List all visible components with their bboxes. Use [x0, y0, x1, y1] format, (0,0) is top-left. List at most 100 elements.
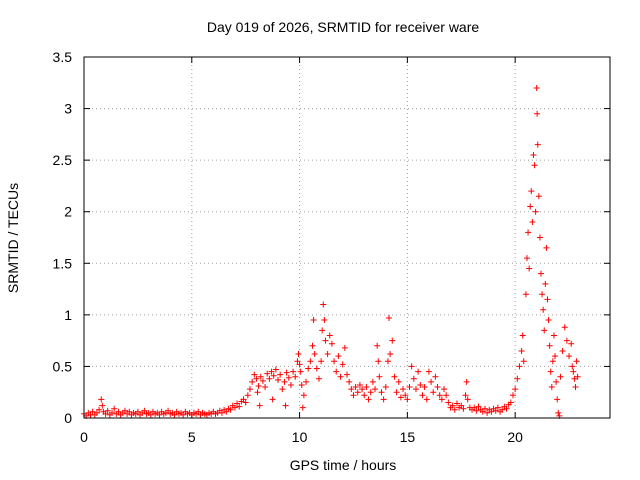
data-point: [259, 377, 266, 384]
y-tick-label: 2: [64, 204, 72, 220]
data-point: [96, 406, 103, 413]
data-point: [544, 296, 551, 303]
data-point: [294, 358, 301, 365]
data-point: [393, 389, 400, 396]
data-point: [98, 396, 105, 403]
y-tick-label: 3: [64, 101, 72, 117]
data-point: [234, 400, 241, 407]
data-point: [324, 351, 331, 358]
data-point: [99, 402, 106, 409]
data-point: [272, 366, 279, 373]
data-point: [512, 386, 519, 393]
data-point: [223, 408, 230, 415]
data-point: [387, 351, 394, 358]
data-point: [256, 402, 263, 409]
data-point: [180, 411, 187, 418]
data-point: [384, 358, 391, 365]
data-point: [102, 410, 109, 417]
data-point: [417, 381, 424, 388]
y-tick-label: 1: [64, 307, 72, 323]
data-point: [566, 353, 573, 360]
data-point: [479, 408, 486, 415]
data-point: [266, 375, 273, 382]
data-point: [147, 411, 154, 418]
data-point: [231, 404, 238, 411]
data-point: [134, 408, 141, 415]
data-point: [104, 407, 111, 414]
data-point: [552, 353, 559, 360]
data-point: [524, 255, 531, 262]
data-point: [165, 407, 172, 414]
data-point: [568, 340, 575, 347]
data-point: [555, 409, 562, 416]
data-point: [432, 373, 439, 380]
data-point: [352, 384, 359, 391]
data-point: [549, 358, 556, 365]
data-point: [554, 396, 561, 403]
data-point: [305, 365, 312, 372]
data-point: [525, 229, 532, 236]
data-point: [275, 376, 282, 383]
data-point: [527, 203, 534, 210]
data-point: [539, 291, 546, 298]
data-point: [536, 234, 543, 241]
data-point: [542, 280, 549, 287]
data-point: [488, 408, 495, 415]
data-point: [321, 317, 328, 324]
data-point: [242, 399, 249, 406]
data-point: [339, 361, 346, 368]
data-point: [282, 402, 289, 409]
data-point: [518, 347, 525, 354]
data-point: [93, 409, 100, 416]
y-tick-label: 1.5: [53, 255, 73, 271]
data-point: [430, 389, 437, 396]
data-point: [473, 407, 480, 414]
y-tick-label: 0.5: [53, 358, 73, 374]
data-point: [443, 392, 450, 399]
data-point: [109, 409, 116, 416]
data-point: [571, 375, 578, 382]
data-point: [561, 324, 568, 331]
data-point: [547, 368, 554, 375]
x-axis-label: GPS time / hours: [290, 457, 397, 473]
data-point: [121, 407, 128, 414]
data-point: [519, 332, 526, 339]
data-point: [331, 358, 338, 365]
data-point: [292, 373, 299, 380]
data-point: [322, 337, 329, 344]
data-point: [277, 371, 284, 378]
data-point: [389, 337, 396, 344]
data-point: [550, 332, 557, 339]
points-layer: [81, 84, 581, 419]
data-point: [509, 392, 516, 399]
data-point: [236, 403, 243, 410]
data-point: [453, 400, 460, 407]
data-point: [402, 392, 409, 399]
y-axis-label: SRMTID / TECUs: [5, 183, 21, 293]
data-point: [367, 389, 374, 396]
data-point: [300, 392, 307, 399]
data-point: [412, 386, 419, 393]
data-point: [572, 384, 579, 391]
data-point: [445, 399, 452, 406]
data-point: [303, 378, 310, 385]
data-point: [423, 396, 430, 403]
x-tick-label: 15: [400, 429, 416, 445]
data-point: [328, 340, 335, 347]
data-point: [281, 378, 288, 385]
data-point: [534, 110, 541, 117]
data-point: [126, 408, 133, 415]
data-point: [522, 291, 529, 298]
data-point: [530, 151, 537, 158]
data-point: [526, 265, 533, 272]
data-point: [464, 396, 471, 403]
data-point: [251, 371, 258, 378]
data-point: [395, 378, 402, 385]
data-point: [494, 404, 501, 411]
data-point: [415, 368, 422, 375]
data-point: [372, 386, 379, 393]
data-point: [471, 404, 478, 411]
data-point: [574, 373, 581, 380]
x-tick-label: 0: [80, 429, 88, 445]
